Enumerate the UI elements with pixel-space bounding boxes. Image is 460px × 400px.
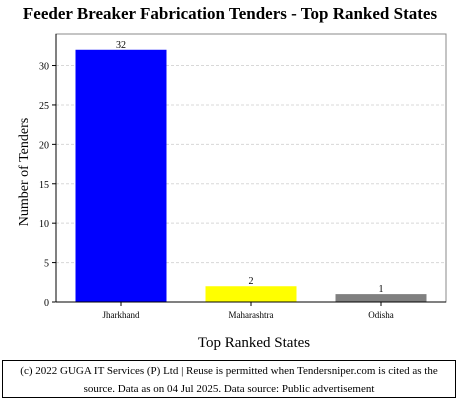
x-tick-label: Jharkhand [103,310,140,320]
y-tick-label: 15 [39,180,49,191]
gridlines [56,65,446,264]
bar-maharashtra [205,286,297,302]
data-label: 2 [249,276,254,287]
data-label: 1 [379,284,384,295]
y-tick-label: 30 [39,62,49,73]
x-tick-label: Odisha [368,310,394,320]
y-tick-label: 20 [39,140,49,151]
data-label: 32 [116,40,126,51]
bar-jharkhand [75,49,167,302]
y-tick-label: 0 [44,298,49,309]
y-tick-label: 5 [44,259,49,270]
x-tick-label: Maharashtra [229,310,274,320]
footer-line-1: (c) 2022 GUGA IT Services (P) Ltd | Reus… [20,365,438,377]
y-tick-label: 10 [39,219,49,230]
axes: 0 5 10 15 20 25 30 Jharkhand Maharashtra Odisha [39,33,447,320]
bars: 32 2 1 [75,40,427,302]
chart-title: Feeder Breaker Fabrication Tenders - Top… [22,4,438,23]
x-axis-title: Top Ranked States [198,335,310,351]
y-axis-title: Number of Tenders [17,118,32,226]
footer-line-2: source. Data as on 04 Jul 2025. Data sou… [83,383,375,395]
bar-chart: 32 2 1 0 5 10 15 20 25 30 Jharkhand Maharashtra Odi… [17,33,447,351]
footer-credit: (c) 2022 GUGA IT Services (P) Ltd | Reus… [2,360,456,398]
bar-odisha [335,294,427,302]
y-tick-label: 25 [39,101,49,112]
